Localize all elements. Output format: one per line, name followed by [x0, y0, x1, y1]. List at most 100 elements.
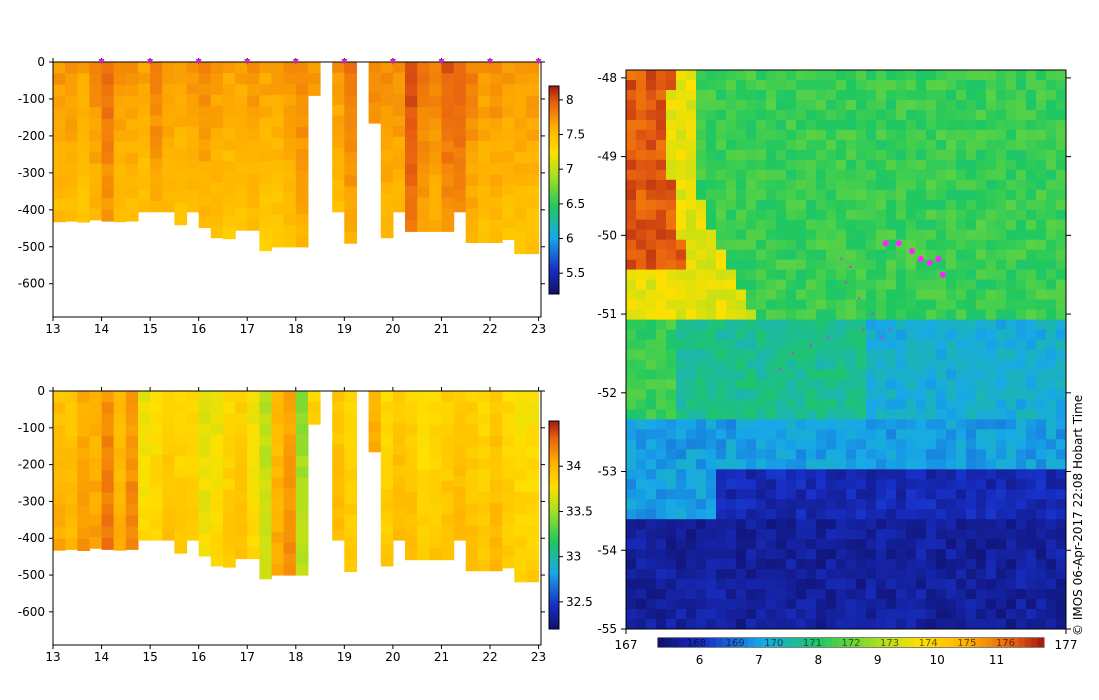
profile-cell [490, 537, 503, 549]
sst-cell [1006, 299, 1017, 310]
sst-cell [1056, 369, 1067, 380]
profile-cell [368, 441, 382, 453]
sst-cell [886, 229, 897, 241]
sst-cell [766, 70, 777, 81]
profile-cell [53, 538, 66, 551]
sst-cell [656, 359, 667, 370]
sst-cell [696, 469, 707, 480]
sst-cell [906, 139, 917, 151]
sst-cell [706, 369, 717, 380]
sst-cell [856, 289, 867, 300]
sst-cell [916, 509, 927, 520]
sst-cell [1036, 189, 1047, 201]
sst-cell [896, 569, 907, 580]
sst-cell [966, 279, 977, 290]
sst-cell [876, 609, 887, 620]
sst-cell [946, 269, 957, 280]
profile-cell [89, 492, 103, 504]
sst-cell [866, 249, 877, 261]
sst-cell [686, 389, 697, 400]
sst-cell [1016, 299, 1027, 310]
sst-cell [636, 279, 647, 290]
sst-cell [666, 499, 677, 510]
sst-cell [916, 339, 927, 350]
sst-cell [1026, 469, 1037, 480]
profile-cell [465, 95, 479, 108]
profile-cell [174, 542, 188, 554]
profile-cell [271, 391, 285, 403]
sst-cell [646, 539, 657, 550]
profile-cell [344, 152, 357, 165]
sst-cell [946, 70, 957, 81]
sst-cell [1046, 179, 1057, 191]
profile-cell [125, 538, 139, 550]
profile-cell [89, 537, 103, 549]
sst-cell [896, 80, 907, 91]
profile-cell [344, 141, 357, 154]
colorbar-segment [703, 638, 710, 647]
sst-cell [706, 109, 717, 121]
sst-cell [1056, 279, 1067, 290]
sst-cell [926, 409, 937, 420]
profile-cell [283, 456, 297, 468]
profile-cell [502, 206, 515, 218]
profile-cell [101, 413, 115, 426]
sst-cell [1046, 289, 1057, 300]
profile-cell [198, 95, 212, 107]
sst-cell [1036, 329, 1047, 340]
sst-cell [856, 159, 867, 171]
profile-cell [344, 220, 357, 233]
sst-cell [906, 399, 917, 410]
sst-cell [966, 109, 977, 121]
profile-cell [344, 424, 357, 437]
sst-cell [1016, 469, 1027, 480]
sst-cell [676, 90, 687, 101]
sst-cell [876, 419, 887, 430]
sst-cell [1006, 509, 1017, 520]
sst-cell [746, 489, 757, 500]
sst-cell [776, 439, 787, 450]
sst-cell [1036, 179, 1047, 191]
sst-cell [876, 199, 887, 211]
sst-cell [656, 309, 667, 320]
sst-cell [1016, 419, 1027, 430]
sst-cell [856, 139, 867, 151]
sst-cell [946, 369, 957, 380]
sst-cell [736, 509, 747, 520]
profile-cell [332, 391, 345, 403]
sst-cell [846, 329, 857, 340]
profile-cell [150, 412, 163, 424]
profile-cell [53, 107, 66, 120]
sst-cell [996, 579, 1007, 590]
sst-cell [846, 579, 857, 590]
sst-cell [706, 189, 717, 201]
sst-cell [776, 349, 787, 360]
sst-cell [716, 309, 727, 320]
sst-cell [976, 259, 987, 271]
sst-cell [666, 389, 677, 400]
sst-cell [846, 559, 857, 570]
sst-cell [946, 589, 957, 600]
profile-cell [295, 423, 309, 435]
sst-cell [676, 609, 687, 620]
profile-cell [271, 456, 285, 468]
sst-cell [756, 349, 767, 360]
sst-cell [836, 119, 847, 131]
sst-cell [766, 469, 777, 480]
sst-cell [916, 439, 927, 450]
sst-cell [696, 99, 707, 111]
sst-cell [706, 579, 717, 590]
profile-cell [223, 106, 236, 118]
sst-cell [956, 579, 967, 590]
sst-cell [626, 80, 637, 91]
sst-cell [906, 319, 917, 330]
profile-cell [429, 503, 442, 516]
sst-cell [1046, 169, 1057, 181]
profile-cell [53, 73, 66, 86]
sst-cell [796, 279, 807, 290]
sst-cell [956, 489, 967, 500]
sst-cell [976, 239, 987, 251]
sst-cell [796, 389, 807, 400]
sst-cell [956, 549, 967, 560]
profile-cell [417, 208, 430, 221]
